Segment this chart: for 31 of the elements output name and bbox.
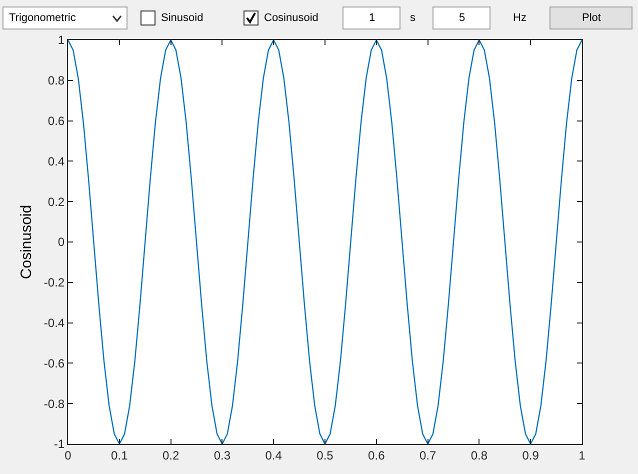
text: Sinusoid — [161, 12, 204, 24]
y-tick-label: 0 — [58, 235, 65, 250]
x-tick-label: 0.1 — [111, 448, 128, 462]
x-tick-label: 0.4 — [265, 448, 282, 462]
y-tick-label: -1 — [54, 437, 65, 452]
text: Hz — [513, 12, 526, 24]
y-tick-label: 0.6 — [48, 114, 65, 128]
x-tick-label: 0.3 — [214, 448, 231, 462]
x-tick-label: 1 — [578, 448, 586, 462]
x-tick-label: 0.6 — [368, 448, 386, 462]
y-tick-label: -0.8 — [44, 396, 65, 411]
y-tick-label: 0.4 — [48, 154, 65, 168]
text: 5 — [459, 12, 466, 24]
x-tick-label: 0.9 — [522, 448, 540, 462]
text: Trigonometric — [9, 12, 76, 24]
x-tick-label: 0.5 — [316, 448, 334, 462]
line-series — [68, 40, 582, 444]
text: 1 — [369, 12, 376, 24]
y-tick-label: -0.2 — [44, 276, 65, 290]
x-tick-label: 0.8 — [470, 448, 488, 462]
y-tick-label: 0.8 — [48, 74, 65, 88]
x-tick-label: 0.7 — [419, 448, 436, 462]
text: s — [410, 12, 416, 24]
x-tick-label: 0.2 — [162, 448, 180, 462]
y-tick-label: -0.4 — [44, 316, 65, 330]
y-tick-label: -0.6 — [44, 356, 65, 370]
y-tick-label: 1 — [58, 33, 65, 48]
text: Cosinusoid — [264, 12, 318, 24]
y-tick-label: 0.2 — [48, 194, 65, 209]
text: Plot — [582, 12, 601, 24]
y-axis-title: Cosinusoid — [18, 204, 36, 280]
